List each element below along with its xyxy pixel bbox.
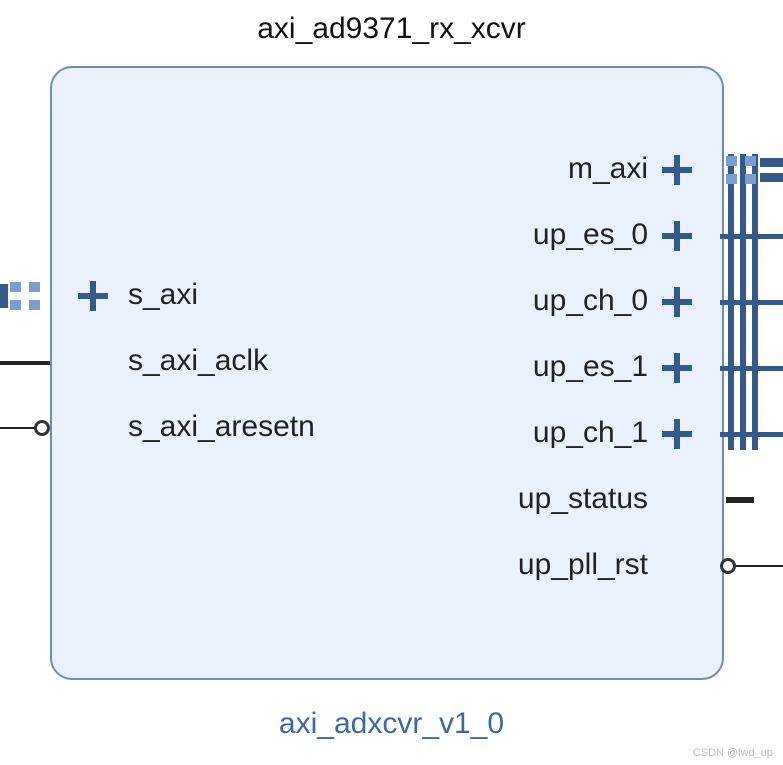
reset-bubble-icon <box>720 558 736 574</box>
reset-bubble-icon <box>34 420 50 436</box>
bus-stub <box>720 234 758 239</box>
block-title: axi_ad9371_rx_xcvr <box>0 12 783 46</box>
watermark: CSDN @lwd_up <box>693 747 773 759</box>
port-label-s_axi_aresetn: s_axi_aresetn <box>128 410 315 444</box>
port-label-up_es_1: up_es_1 <box>533 350 648 384</box>
bus-wire <box>758 300 783 305</box>
signal-wire <box>0 427 34 429</box>
bus-stub <box>720 300 758 305</box>
port-label-s_axi: s_axi <box>128 278 198 312</box>
port-label-m_axi: m_axi <box>568 152 648 186</box>
block-type-label: axi_adxcvr_v1_0 <box>0 707 783 741</box>
bus-wire <box>0 284 8 293</box>
bus-stub <box>720 366 758 371</box>
expand-icon <box>662 221 692 251</box>
expand-icon <box>662 419 692 449</box>
signal-wire <box>736 565 783 567</box>
bus-wire <box>760 158 783 167</box>
port-label-up_pll_rst: up_pll_rst <box>518 548 648 582</box>
bus-marker <box>726 156 756 184</box>
port-label-up_ch_0: up_ch_0 <box>533 284 648 318</box>
expand-icon <box>662 287 692 317</box>
bus-marker <box>10 282 40 310</box>
expand-icon <box>662 155 692 185</box>
port-label-s_axi_aclk: s_axi_aclk <box>128 344 268 378</box>
bus-wire <box>760 173 783 182</box>
expand-icon <box>662 353 692 383</box>
expand-icon <box>78 281 108 311</box>
bus-wire <box>0 299 8 308</box>
port-label-up_status: up_status <box>518 482 648 516</box>
signal-stub <box>726 497 754 503</box>
bus-wire <box>758 432 783 437</box>
bus-wire <box>758 234 783 239</box>
bus-stub <box>720 432 758 437</box>
port-label-up_ch_1: up_ch_1 <box>533 416 648 450</box>
port-label-up_es_0: up_es_0 <box>533 218 648 252</box>
bus-wire <box>758 366 783 371</box>
signal-wire <box>0 361 50 365</box>
